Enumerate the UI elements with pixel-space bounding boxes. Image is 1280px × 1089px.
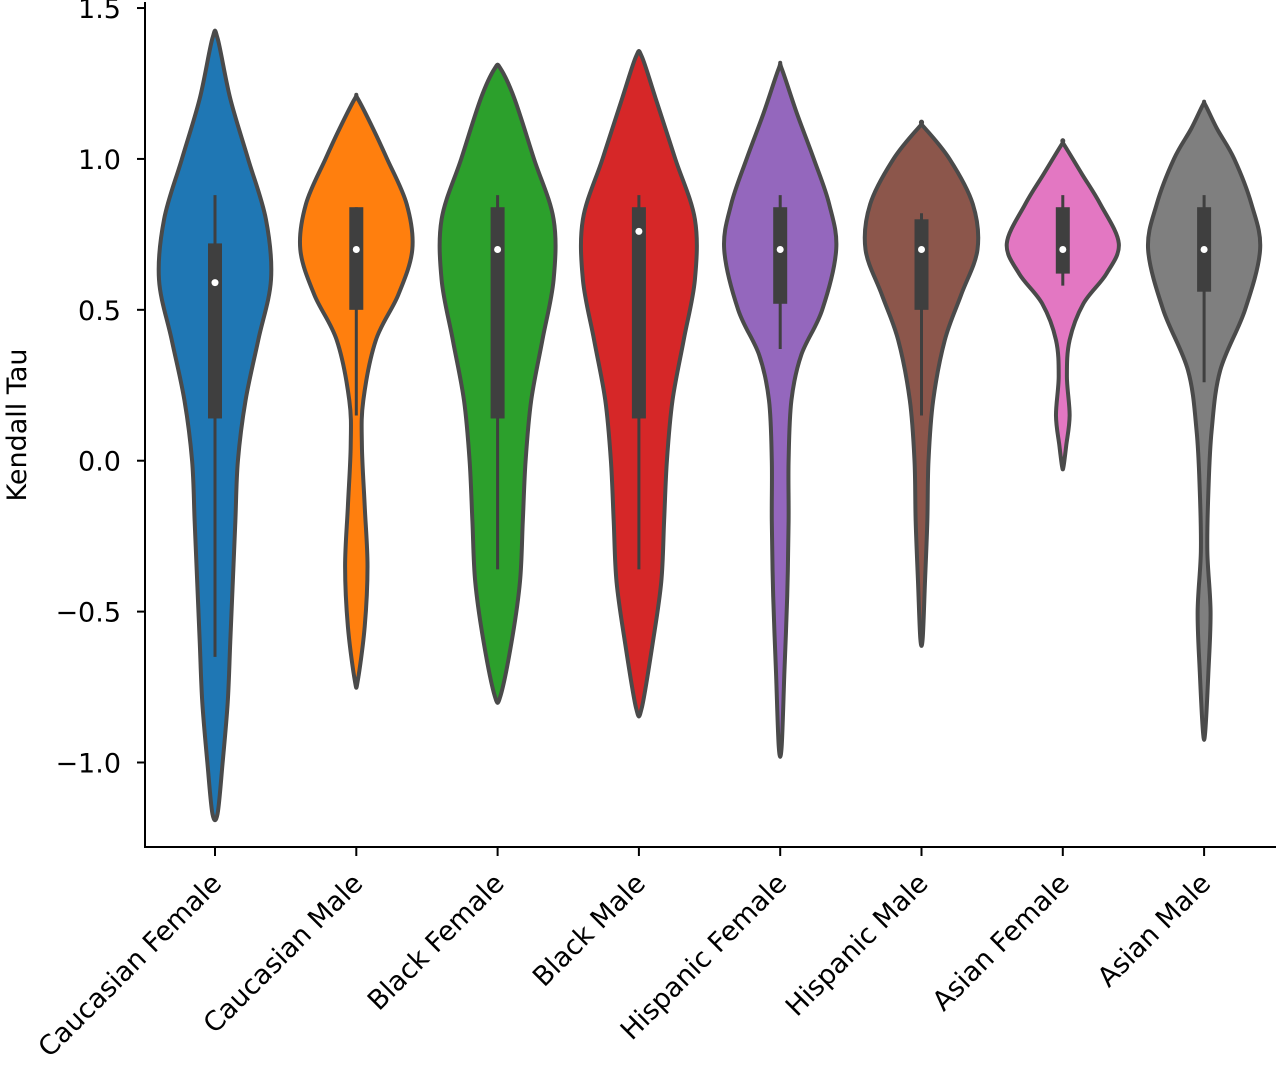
y-tick-label: 0.5 — [78, 296, 121, 327]
median-point — [494, 245, 502, 253]
y-tick-label: 1.5 — [78, 0, 121, 25]
median-point — [776, 245, 784, 253]
iqr-box — [914, 219, 929, 310]
y-tick-label: −1.0 — [55, 749, 121, 780]
y-tick-label: 1.0 — [78, 145, 121, 176]
x-tick-label: Hispanic Male — [780, 868, 935, 1023]
violin-asian-male — [1145, 99, 1263, 742]
axes — [144, 2, 1276, 848]
iqr-box — [208, 243, 222, 419]
x-tick-label: Asian Male — [1092, 868, 1217, 993]
violin-asian-female — [1004, 138, 1121, 472]
y-tick-label: −0.5 — [55, 598, 121, 629]
y-axis-title: Kendall Tau — [2, 348, 33, 501]
y-tick-label: 0.0 — [78, 447, 121, 478]
iqr-box — [773, 207, 788, 304]
median-point — [635, 227, 643, 235]
median-point — [352, 245, 360, 253]
median-point — [1200, 245, 1208, 253]
x-tick-label: Black Female — [362, 868, 511, 1017]
x-tick-label: Black Male — [527, 868, 652, 993]
violin-group — [156, 28, 1263, 823]
x-tick-label: Caucasian Female — [33, 868, 228, 1063]
violin-hispanic-female — [722, 60, 839, 759]
iqr-box — [1055, 207, 1070, 274]
iqr-box — [349, 207, 364, 310]
median-point — [1059, 245, 1067, 253]
iqr-box — [490, 207, 505, 419]
median-point — [918, 245, 925, 253]
x-tick-label: Asian Female — [927, 868, 1076, 1017]
median-point — [211, 279, 219, 287]
y-ticks: −1.0 −0.5 0.0 0.5 1.0 1.5 — [55, 0, 145, 780]
iqr-box — [631, 207, 646, 419]
